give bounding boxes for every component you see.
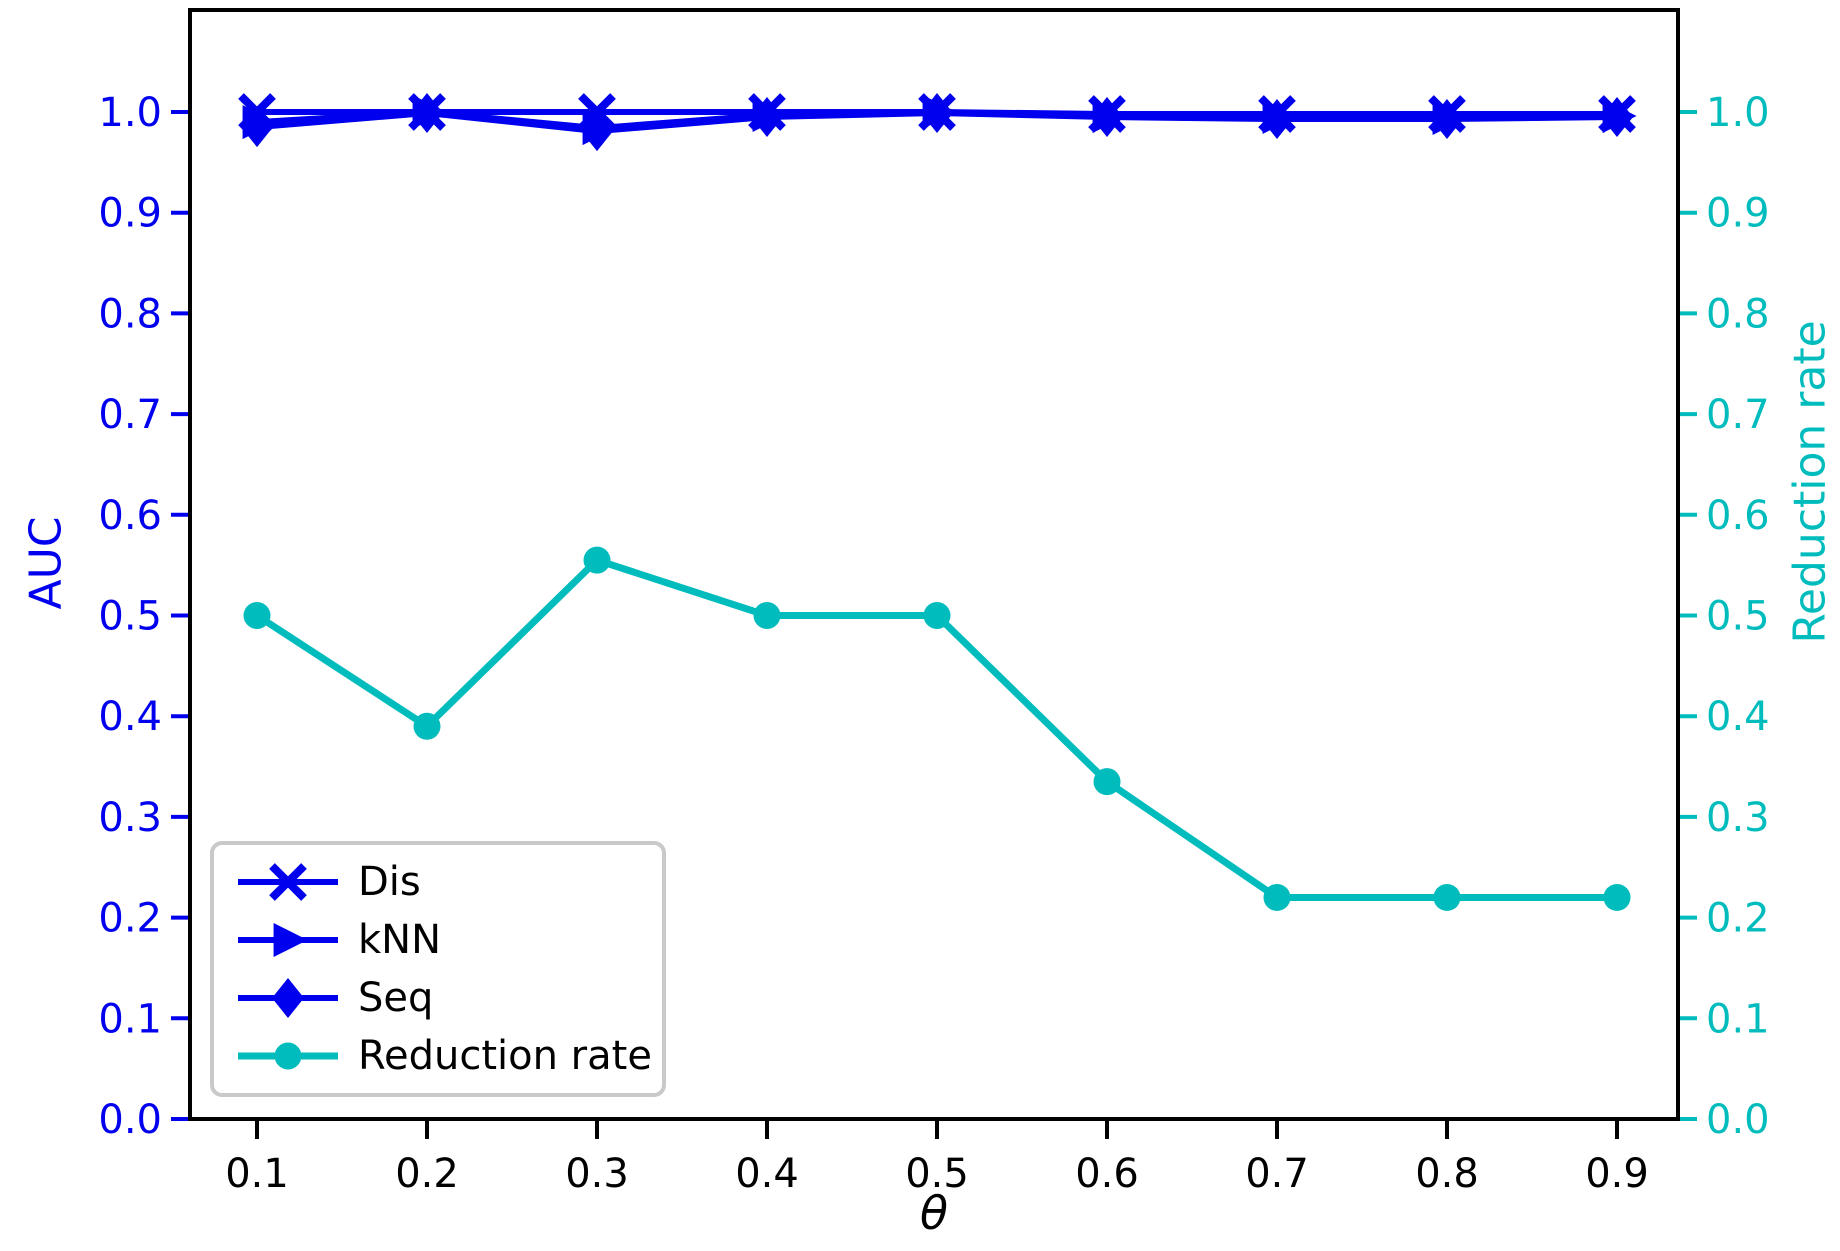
marker-x-icon	[269, 863, 307, 901]
tick-label: 0.6	[98, 493, 162, 539]
tick-label: 0.4	[1706, 694, 1770, 740]
tick-label: 0.9	[1706, 191, 1770, 237]
tick-label: 0.1	[1706, 996, 1770, 1042]
legend-label: Reduction rate	[358, 1033, 652, 1079]
marker-diamond-icon	[1091, 97, 1123, 138]
tick-label: 0.0	[1706, 1097, 1770, 1143]
marker-circle-icon	[1093, 768, 1121, 796]
tick-label: 0.8	[1706, 291, 1770, 337]
tick-label: 0.9	[98, 191, 162, 237]
tick-label: 0.7	[1706, 392, 1770, 438]
marker-diamond-icon	[921, 93, 953, 134]
tick-label: 0.1	[225, 1151, 289, 1197]
legend: Dis kNN Seq Reduction rate	[210, 841, 666, 1097]
marker-circle-icon	[923, 602, 951, 629]
legend-item-reduction-rate: Reduction rate	[236, 1032, 652, 1080]
tick-label: 0.0	[98, 1097, 162, 1143]
marker-circle-icon	[753, 602, 781, 629]
marker-circle-icon	[583, 546, 611, 574]
y-axis-label-right: Reduction rate	[1784, 320, 1836, 644]
tick-label: 0.2	[395, 1151, 459, 1197]
legend-label: Seq	[358, 975, 434, 1021]
tick-label: 0.3	[565, 1151, 629, 1197]
plot-frame	[188, 8, 1680, 1121]
y-axis-label-left: AUC	[20, 516, 72, 610]
legend-item-dis: Dis	[236, 858, 652, 906]
marker-circle-icon	[1263, 883, 1291, 911]
legend-glyph-diamond-icon	[238, 978, 338, 1018]
marker-diamond-icon	[241, 107, 273, 148]
left-axis-ticks: 0.0 0.1 0.2 0.3 0.4 0.5 0.6 0.7 0.8 0.9 1.0	[98, 90, 190, 1143]
legend-glyph-triangle-right-icon	[238, 923, 338, 957]
tick-label: 0.6	[1075, 1151, 1139, 1197]
tick-label: 0.8	[98, 291, 162, 337]
tick-label: 0.3	[98, 795, 162, 841]
legend-label: Dis	[358, 859, 421, 905]
marker-diamond-icon	[581, 111, 613, 152]
tick-label: 0.1	[98, 996, 162, 1042]
tick-label: 0.4	[98, 694, 162, 740]
bottom-axis-ticks: 0.1 0.2 0.3 0.4 0.5 0.6 0.7 0.8 0.9	[225, 1119, 1649, 1197]
right-axis-ticks: 0.0 0.1 0.2 0.3 0.4 0.5 0.6 0.7 0.8 0.9 1.0	[1678, 90, 1770, 1143]
marker-circle-icon	[274, 1042, 302, 1070]
tick-label: 0.7	[98, 392, 162, 438]
marker-circle-icon	[243, 602, 271, 629]
tick-label: 0.9	[1585, 1151, 1649, 1197]
marker-diamond-icon	[272, 978, 304, 1018]
series-seq	[241, 93, 1633, 152]
marker-diamond-icon	[751, 97, 783, 138]
tick-label: 0.2	[98, 896, 162, 942]
marker-circle-icon	[1433, 883, 1461, 911]
legend-glyph-circle-icon	[238, 1042, 338, 1070]
legend-item-seq: Seq	[236, 974, 652, 1022]
legend-item-knn: kNN	[236, 916, 652, 964]
tick-label: 0.8	[1415, 1151, 1479, 1197]
tick-label: 0.2	[1706, 896, 1770, 942]
tick-label: 1.0	[1706, 90, 1770, 136]
tick-label: 1.0	[98, 90, 162, 136]
tick-label: 0.5	[905, 1151, 969, 1197]
x-axis-label: θ	[919, 1186, 949, 1240]
legend-glyph-x-icon	[238, 863, 338, 901]
marker-diamond-icon	[1431, 99, 1463, 140]
tick-label: 0.5	[98, 594, 162, 640]
series-reduction-rate	[243, 546, 1631, 911]
tick-label: 0.4	[735, 1151, 799, 1197]
marker-diamond-icon	[1601, 97, 1633, 138]
tick-label: 0.5	[1706, 594, 1770, 640]
marker-circle-icon	[1603, 883, 1631, 911]
tick-label: 0.7	[1245, 1151, 1309, 1197]
legend-label: kNN	[358, 917, 442, 963]
marker-diamond-icon	[411, 93, 443, 134]
marker-circle-icon	[413, 712, 441, 740]
marker-triangle-right-icon	[273, 923, 308, 957]
tick-label: 0.3	[1706, 795, 1770, 841]
tick-label: 0.6	[1706, 493, 1770, 539]
marker-diamond-icon	[1261, 99, 1293, 140]
